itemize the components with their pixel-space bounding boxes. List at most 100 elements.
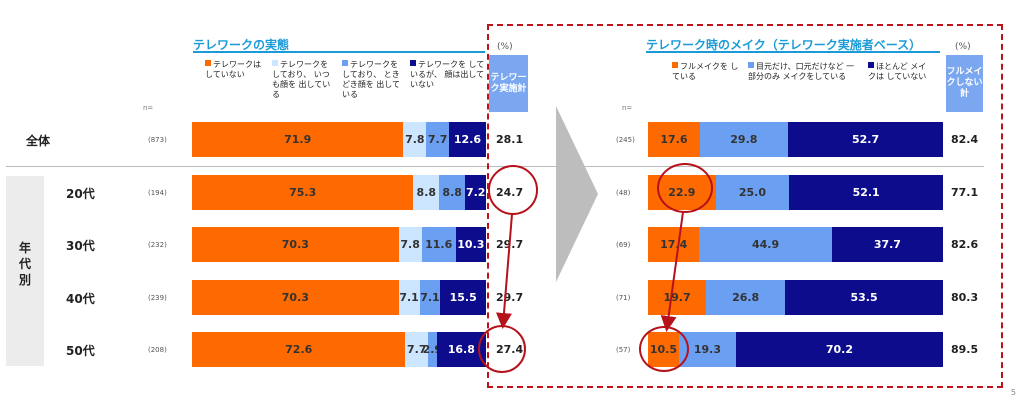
bar-segment: 75.3 — [192, 175, 414, 210]
row-n-1: (48) — [616, 189, 631, 197]
data-label: 10.3 — [457, 238, 485, 251]
legend-label: テレワークは していない — [205, 60, 261, 79]
row-n-1: (194) — [148, 189, 167, 197]
right-n-label: n= — [622, 104, 633, 112]
total-value: 28.1 — [496, 133, 524, 146]
right-total-header: フルメイクしない計 — [946, 55, 983, 112]
data-label: 71.9 — [284, 133, 312, 146]
row-n-2: (69) — [616, 241, 631, 249]
data-label: 19.3 — [693, 343, 721, 356]
bar-segment: 7.7 — [426, 122, 449, 157]
bar-segment: 7.8 — [403, 122, 427, 157]
data-label: 25.0 — [738, 186, 766, 199]
bar-segment: 71.9 — [192, 122, 404, 157]
bar-segment: 7.2 — [465, 175, 487, 210]
bar-row-4: 72.6 7.7 2.9 16.8 — [192, 332, 486, 367]
bar-segment: 16.8 — [436, 332, 486, 367]
data-label: 8.8 — [416, 186, 437, 199]
data-label: 7.8 — [405, 133, 425, 146]
row-n-3: (71) — [616, 294, 631, 302]
legend-swatch-blue — [342, 60, 348, 66]
bar-segment: 26.8 — [706, 280, 786, 315]
data-label: 72.6 — [285, 343, 313, 356]
data-label: 17.4 — [660, 238, 688, 251]
left-n-label: n= — [143, 104, 154, 112]
data-label: 7.2 — [465, 186, 486, 199]
bar-segment: 7.7 — [405, 332, 429, 367]
bar-segment: 12.6 — [448, 122, 486, 157]
bar-segment: 70.2 — [735, 332, 943, 367]
page-number: 5 — [1010, 388, 1016, 397]
bar-segment: 8.8 — [413, 175, 440, 210]
row-label-4: 50代 — [66, 344, 95, 358]
bar-row-3: 70.3 7.1 7.1 15.5 — [192, 280, 486, 315]
bar-segment: 53.5 — [785, 280, 943, 315]
legend-label: 目元だけ、口元だけなど 一部分のみ メイクをしている — [748, 62, 855, 81]
data-label: 29.8 — [730, 133, 758, 146]
row-n-2: (232) — [148, 241, 167, 249]
data-label: 7.7 — [407, 343, 427, 356]
left-chart-title: テレワークの実態 — [193, 38, 290, 52]
data-label: 75.3 — [289, 186, 317, 199]
age-group-label: 年代別 — [18, 240, 32, 288]
bar-segment: 70.3 — [192, 280, 399, 315]
data-label: 8.8 — [442, 186, 462, 199]
age-group-sidebar — [6, 176, 44, 366]
legend-label: テレワークを しているが、 顔は出していない — [410, 60, 485, 89]
legend-swatch-navy — [410, 60, 416, 66]
bar-row-2: 70.3 7.8 11.6 10.3 — [192, 227, 486, 262]
bar-segment: 17.4 — [648, 227, 700, 262]
left-stacked-bar-chart: 全体 (873) 71.9 7.8 7.7 12.6 28.1 20代 (194) 75.3 8.8… — [26, 122, 524, 367]
bar-segment: 44.9 — [699, 227, 832, 262]
data-label: 16.8 — [447, 343, 475, 356]
legend-label: テレワークを しており、 ときどき顔を 出している — [342, 60, 401, 99]
highlight-dashed-box — [487, 24, 1003, 388]
row-separator — [6, 166, 984, 167]
right-percent-label: (%) — [955, 42, 971, 52]
data-label: 70.3 — [281, 291, 309, 304]
row-label-3: 40代 — [66, 292, 95, 306]
data-label: 7.1 — [420, 291, 440, 304]
total-value: 29.7 — [496, 291, 524, 304]
data-label: 15.5 — [449, 291, 477, 304]
transition-arrow-icon — [556, 106, 598, 282]
age-group-label-text: 年代別 — [18, 241, 31, 287]
row-n-3: (239) — [148, 294, 167, 302]
bar-segment: 7.1 — [419, 280, 441, 315]
bar-segment: 11.6 — [421, 227, 456, 262]
total-value: 89.5 — [951, 343, 979, 356]
right-legend-item-3: ほとんど メイクは していない — [868, 62, 930, 82]
data-label: 12.6 — [453, 133, 482, 146]
bar-segment: 17.6 — [648, 122, 700, 157]
bar-segment: 10.3 — [455, 227, 486, 262]
total-value: 82.6 — [951, 238, 979, 251]
total-value: 80.3 — [951, 291, 979, 304]
legend-swatch-navy — [868, 62, 874, 68]
bar-segment: 15.5 — [440, 280, 486, 315]
bar-segment: 37.7 — [831, 227, 943, 262]
bar-row-2: 17.4 44.9 37.7 — [648, 227, 943, 262]
data-label: 7.7 — [427, 133, 448, 146]
bar-segment: 72.6 — [192, 332, 406, 367]
row-label-0: 全体 — [26, 134, 51, 148]
data-label: 17.6 — [660, 133, 688, 146]
legend-swatch-orange — [672, 62, 678, 68]
legend-label: フルメイクを している — [672, 62, 739, 81]
bar-segment: 52.1 — [789, 175, 943, 210]
data-label: 52.1 — [852, 186, 880, 199]
left-title-underline — [193, 51, 485, 53]
legend-label: テレワークを しており、 いつも顔を 出している — [272, 60, 331, 99]
row-n-4: (57) — [616, 346, 631, 354]
bar-segment: 70.3 — [192, 227, 399, 262]
bar-segment: 52.7 — [787, 122, 944, 157]
left-legend-item-1: テレワークは していない — [205, 60, 267, 80]
right-chart-title: テレワーク時のメイク（テレワーク実施者ベース） — [646, 38, 922, 52]
row-n-4: (208) — [148, 346, 167, 354]
data-label: 53.5 — [850, 291, 878, 304]
highlight-circle-right-20s — [657, 163, 713, 213]
total-value: 82.4 — [951, 133, 979, 146]
bar-segment: 8.8 — [439, 175, 466, 210]
data-label: 52.7 — [851, 133, 880, 146]
bar-row-0: 17.6 29.8 52.7 — [648, 122, 944, 157]
